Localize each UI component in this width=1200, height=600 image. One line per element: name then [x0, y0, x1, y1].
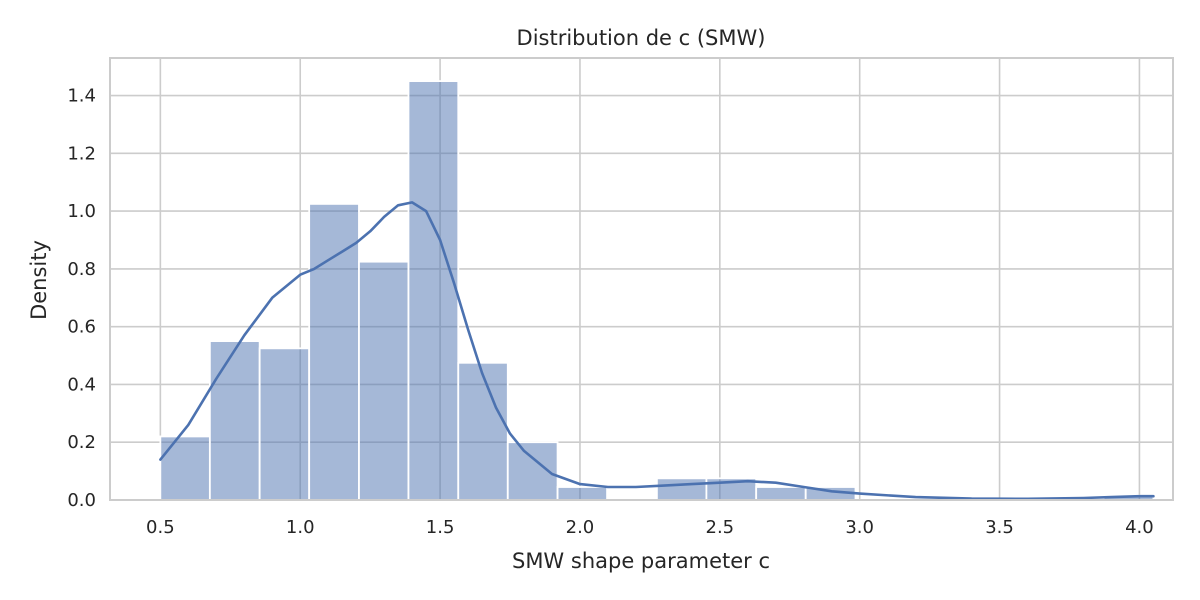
y-axis-label: Density [27, 240, 51, 320]
x-tick-label: 3.5 [985, 517, 1014, 538]
kde-density-curve [159, 201, 1155, 501]
y-axis-ticks: 0.0 0.2 0.4 0.6 0.8 1.0 1.2 1.4 [67, 86, 96, 511]
histogram-bar [358, 260, 410, 501]
x-axis-ticks: 0.5 1.0 1.5 2.0 2.5 3.0 3.5 4.0 [146, 517, 1154, 538]
chart-title: Distribution de c (SMW) [517, 26, 766, 50]
histogram-bar [755, 486, 807, 501]
y-tick-label: 1.0 [67, 201, 96, 222]
histogram-bars [159, 80, 1155, 501]
y-tick-label: 0.2 [67, 432, 96, 453]
plot-frame [109, 57, 1174, 501]
y-tick-label: 0.0 [67, 490, 96, 511]
histogram-bar [159, 435, 211, 501]
histogram-bar [407, 80, 460, 501]
y-tick-label: 1.2 [67, 143, 96, 164]
histogram-bar [258, 347, 311, 501]
x-axis-label: SMW shape parameter c [512, 549, 770, 573]
x-tick-label: 3.0 [845, 517, 874, 538]
y-tick-label: 0.4 [67, 374, 96, 395]
x-tick-label: 2.5 [706, 517, 735, 538]
x-tick-label: 1.0 [286, 517, 315, 538]
x-tick-label: 4.0 [1125, 517, 1154, 538]
histogram-bar [655, 477, 708, 501]
y-tick-label: 1.4 [67, 86, 96, 107]
x-tick-label: 0.5 [146, 517, 175, 538]
y-tick-label: 0.8 [67, 259, 96, 280]
x-tick-label: 1.5 [426, 517, 455, 538]
histogram-bar [556, 486, 608, 501]
histogram-bar [308, 202, 360, 501]
y-tick-label: 0.6 [67, 317, 96, 338]
x-tick-label: 2.0 [566, 517, 595, 538]
histogram-bar [457, 361, 509, 501]
histogram-bar [208, 340, 261, 501]
